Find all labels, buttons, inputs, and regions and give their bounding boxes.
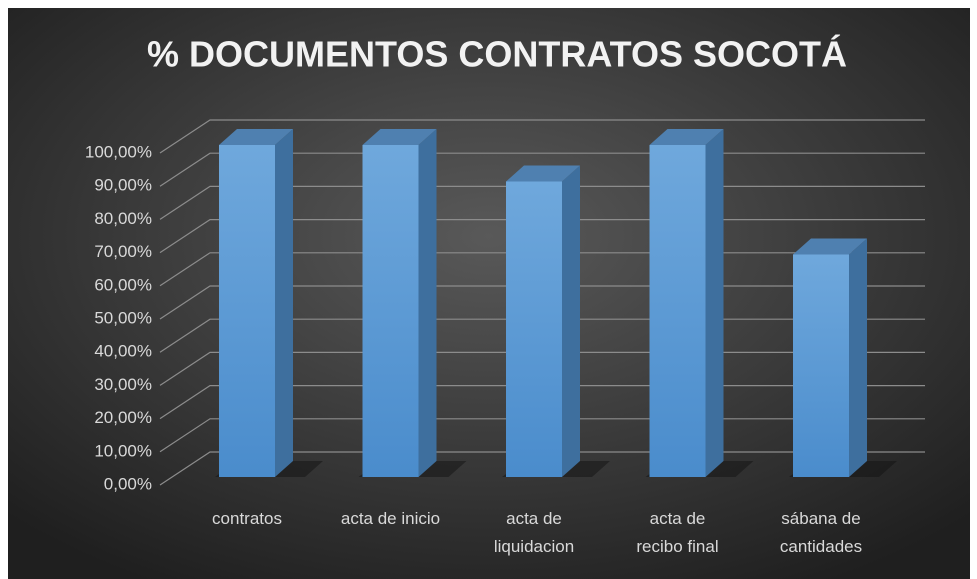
y-tick-label: 90,00% [94, 176, 152, 195]
y-tick-label: 40,00% [94, 342, 152, 361]
y-tick-label: 60,00% [94, 275, 152, 294]
bar-front [219, 145, 275, 477]
chart: % DOCUMENTOS CONTRATOS SOCOTÁ 0,00% 10,00… [8, 8, 970, 579]
y-tick-label: 20,00% [94, 408, 152, 427]
x-tick-label: acta de liquidacion [493, 509, 575, 556]
bar-side [705, 129, 724, 477]
y-tick-label: 70,00% [94, 242, 152, 261]
y-tick-label: 0,00% [104, 474, 152, 493]
grid-line [159, 119, 925, 154]
bar-front [793, 254, 849, 477]
y-tick-label: 10,00% [94, 441, 152, 460]
x-tick-label: sábana de cantidades [779, 509, 863, 556]
x-tick-label: acta de recibo final [636, 509, 719, 556]
y-tick-label: 100,00% [85, 142, 152, 161]
x-tick-label: contratos [212, 509, 282, 528]
bar [645, 129, 754, 477]
y-tick-label: 30,00% [94, 375, 152, 394]
chart-title: % DOCUMENTOS CONTRATOS SOCOTÁ [147, 34, 847, 75]
bar-side [275, 129, 293, 477]
bar-front [649, 145, 706, 477]
bar [502, 165, 610, 477]
bar-top [793, 238, 867, 255]
bar-side [418, 129, 437, 477]
bar-top [362, 129, 437, 145]
bar-side [849, 238, 867, 477]
bar-side [562, 165, 580, 477]
bar-top [219, 129, 293, 145]
bar [358, 129, 467, 477]
y-tick-label: 50,00% [94, 308, 152, 327]
bar-top [506, 165, 580, 182]
bar [789, 238, 897, 477]
x-tick-label: acta de inicio [340, 509, 441, 528]
bar-front [362, 145, 419, 477]
y-tick-label: 80,00% [94, 209, 152, 228]
bar-top [649, 129, 724, 145]
bar-front [506, 181, 562, 477]
bar [215, 129, 323, 477]
